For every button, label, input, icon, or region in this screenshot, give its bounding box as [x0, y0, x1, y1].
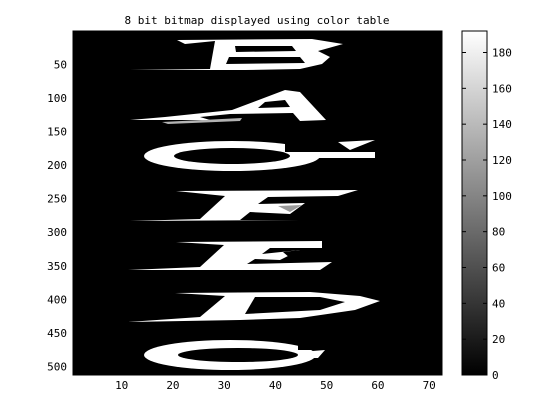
- chart-title: 8 bit bitmap displayed using color table: [125, 14, 390, 27]
- letter-a: [130, 90, 326, 124]
- x-tick-label: 60: [371, 379, 384, 392]
- y-tick-label: 350: [47, 260, 67, 273]
- colorbar-tick-label: 60: [492, 262, 505, 275]
- letter-b: [130, 39, 343, 70]
- y-tick-label: 400: [47, 293, 67, 306]
- colorbar-tick-label: 140: [492, 118, 512, 131]
- colorbar-tick-label: 40: [492, 297, 505, 310]
- x-tick-label: 70: [423, 379, 436, 392]
- x-tick-label: 20: [166, 379, 179, 392]
- x-tick-label: 10: [115, 379, 128, 392]
- colorbar-tick-label: 0: [492, 369, 499, 382]
- letter-g: [144, 140, 375, 171]
- y-tick-label: 200: [47, 159, 67, 172]
- colorbar-axis: 0 20 40 60 80 100 120 140 160 180: [462, 47, 512, 382]
- y-tick-label: 450: [47, 327, 67, 340]
- y-tick-label: 300: [47, 226, 67, 239]
- y-tick-label: 500: [47, 361, 67, 374]
- y-tick-label: 50: [54, 58, 67, 71]
- plot-frame: [72, 30, 443, 376]
- colorbar: [461, 30, 488, 376]
- x-tick-label: 50: [320, 379, 333, 392]
- y-axis: 50 100 150 200 250 300 350 400 450 500: [47, 58, 442, 374]
- colorbar-tick-label: 180: [492, 47, 512, 60]
- colorbar-tick-label: 20: [492, 333, 505, 346]
- x-tick-label: 30: [218, 379, 231, 392]
- x-axis: 10 20 30 40 50 60 70: [115, 31, 436, 392]
- letter-e: [128, 241, 332, 270]
- letter-f: [130, 190, 358, 221]
- y-tick-label: 250: [47, 193, 67, 206]
- colorbar-tick-label: 80: [492, 226, 505, 239]
- letter-c: [144, 338, 328, 370]
- letter-d: [128, 292, 380, 322]
- x-tick-label: 40: [269, 379, 282, 392]
- y-tick-label: 150: [47, 125, 67, 138]
- y-tick-label: 100: [47, 92, 67, 105]
- bitmap-image: [128, 39, 380, 370]
- colorbar-tick-label: 120: [492, 154, 512, 167]
- colorbar-tick-label: 160: [492, 82, 512, 95]
- colorbar-tick-label: 100: [492, 190, 512, 203]
